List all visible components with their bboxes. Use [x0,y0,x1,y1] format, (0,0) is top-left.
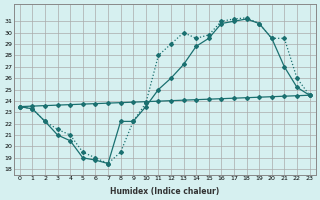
X-axis label: Humidex (Indice chaleur): Humidex (Indice chaleur) [110,187,219,196]
